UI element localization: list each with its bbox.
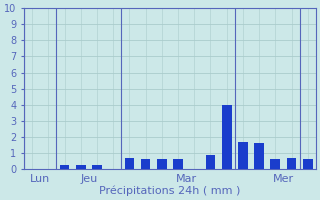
Bar: [60, 165, 69, 169]
Bar: [173, 159, 183, 169]
Bar: [303, 159, 313, 169]
Bar: [287, 158, 296, 169]
Bar: [92, 165, 102, 169]
Bar: [222, 105, 232, 169]
Bar: [254, 143, 264, 169]
Bar: [141, 159, 150, 169]
Bar: [157, 159, 167, 169]
Bar: [76, 165, 86, 169]
Bar: [238, 142, 248, 169]
Bar: [206, 155, 215, 169]
Bar: [270, 159, 280, 169]
Bar: [124, 158, 134, 169]
X-axis label: Précipitations 24h ( mm ): Précipitations 24h ( mm ): [99, 185, 241, 196]
